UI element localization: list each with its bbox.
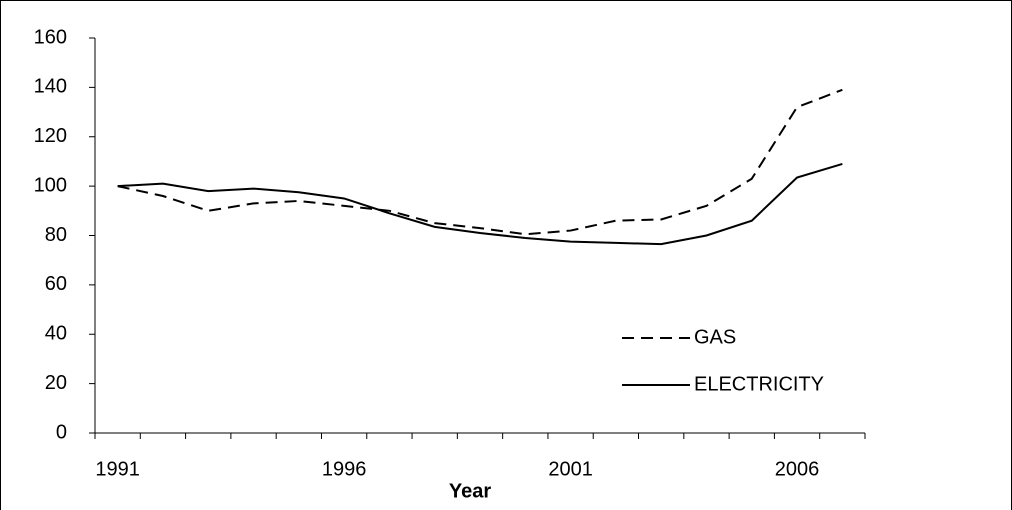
- y-tick-label: 0: [56, 421, 67, 443]
- series-line: [117, 162, 843, 246]
- x-tick-label: 2006: [775, 458, 820, 480]
- y-tick-label: 120: [34, 125, 67, 147]
- y-tick-label: 40: [45, 323, 67, 345]
- legend-label: GAS: [694, 326, 736, 348]
- y-tick-label: 20: [45, 372, 67, 394]
- x-axis-label: Year: [449, 480, 491, 502]
- y-tick-label: 160: [34, 26, 67, 48]
- x-tick-label: 2001: [548, 458, 593, 480]
- y-tick-label: 80: [45, 224, 67, 246]
- x-tick-label: 1991: [95, 458, 140, 480]
- x-tick-label: 1996: [322, 458, 367, 480]
- y-tick-label: 140: [34, 76, 67, 98]
- y-tick-label: 100: [34, 174, 67, 196]
- series-line: [117, 88, 843, 236]
- legend-label: ELECTRICITY: [694, 373, 824, 395]
- y-tick-label: 60: [45, 273, 67, 295]
